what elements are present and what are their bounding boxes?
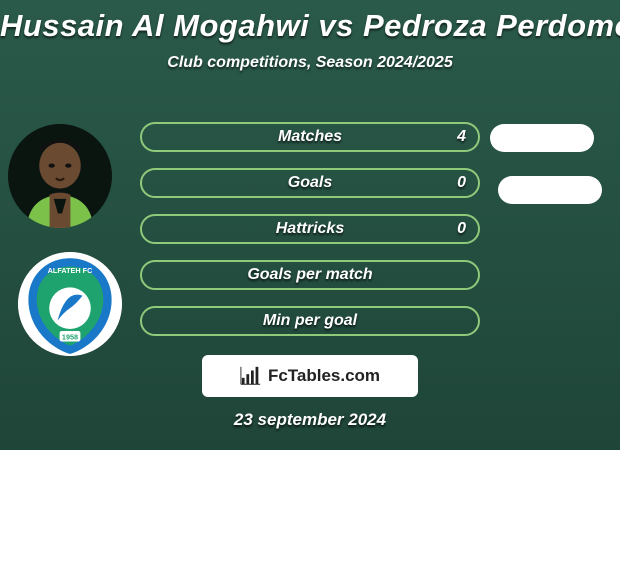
svg-text:ALFATEH FC: ALFATEH FC xyxy=(48,266,93,275)
stat-value-left: 4 xyxy=(457,128,466,146)
right-value-bubble xyxy=(498,176,602,204)
stat-row: Goals 0 xyxy=(140,168,480,198)
page-title: Hussain Al Mogahwi vs Pedroza Perdomo xyxy=(0,0,620,44)
stat-row: Matches 4 xyxy=(140,122,480,152)
svg-text:1958: 1958 xyxy=(62,332,78,341)
stat-label: Min per goal xyxy=(263,312,357,330)
date-text: 23 september 2024 xyxy=(234,410,386,430)
right-value-bubble xyxy=(490,124,594,152)
barchart-icon xyxy=(240,365,262,387)
stat-label: Hattricks xyxy=(276,220,344,238)
brand-text: FcTables.com xyxy=(268,366,380,386)
brand-badge: FcTables.com xyxy=(202,355,418,397)
club-logo: ALFATEH FC 1958 xyxy=(18,252,122,356)
stat-label: Goals per match xyxy=(247,266,372,284)
club-crest-icon: ALFATEH FC 1958 xyxy=(18,252,122,356)
stat-label: Goals xyxy=(288,174,332,192)
comparison-card: Hussain Al Mogahwi vs Pedroza Perdomo Cl… xyxy=(0,0,620,450)
stat-label: Matches xyxy=(278,128,342,146)
stat-row: Min per goal xyxy=(140,306,480,336)
subtitle: Club competitions, Season 2024/2025 xyxy=(0,54,620,72)
player-avatar xyxy=(8,124,112,228)
stat-row: Goals per match xyxy=(140,260,480,290)
stat-rows: Matches 4 Goals 0 Hattricks 0 Goals per … xyxy=(140,122,480,352)
stat-row: Hattricks 0 xyxy=(140,214,480,244)
stat-value-left: 0 xyxy=(457,174,466,192)
stat-value-left: 0 xyxy=(457,220,466,238)
avatar-placeholder-icon xyxy=(8,124,112,228)
